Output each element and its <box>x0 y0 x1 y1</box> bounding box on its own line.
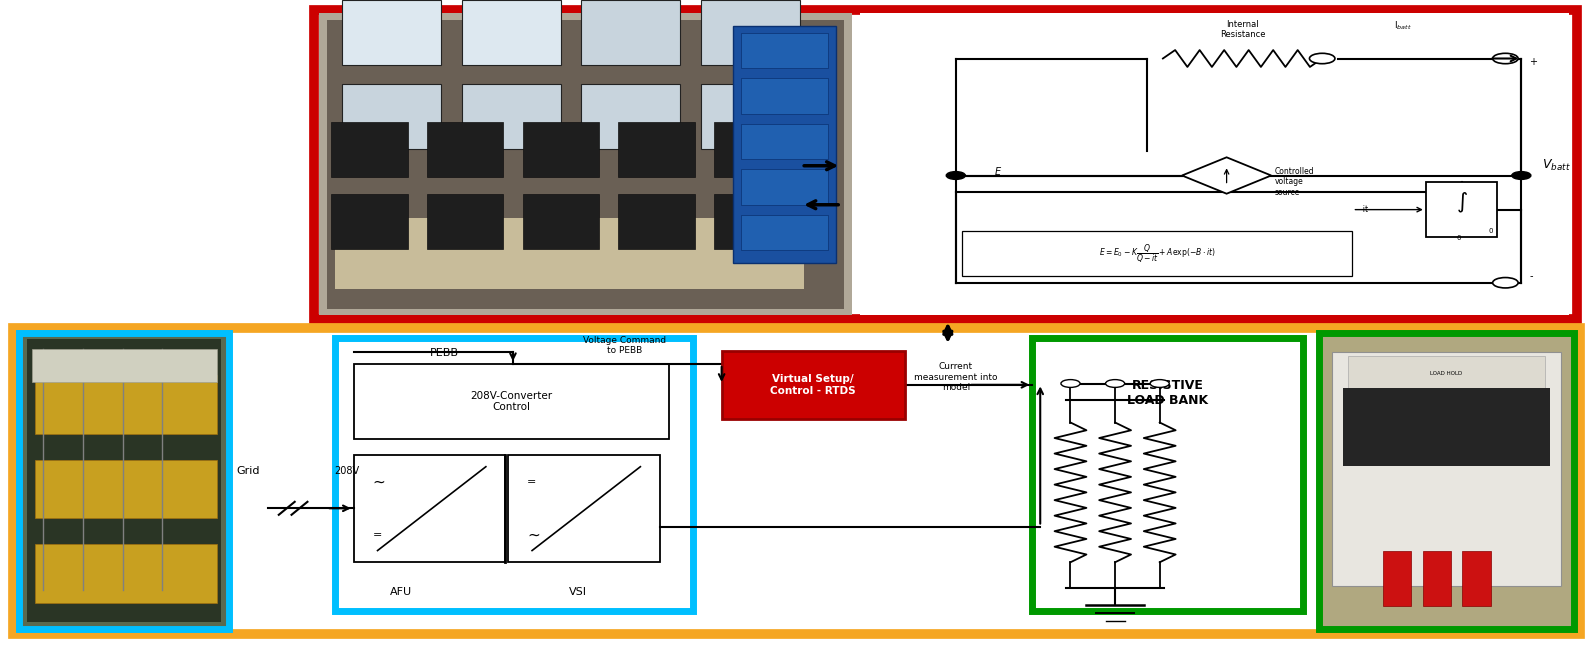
FancyBboxPatch shape <box>714 194 790 249</box>
FancyBboxPatch shape <box>741 124 828 159</box>
Text: $\int$: $\int$ <box>1456 191 1467 215</box>
FancyBboxPatch shape <box>462 84 561 149</box>
Text: 0: 0 <box>1488 228 1493 234</box>
Text: I$_{batt}$: I$_{batt}$ <box>1394 20 1411 32</box>
FancyBboxPatch shape <box>342 84 441 149</box>
Text: RESISTIVE
LOAD BANK: RESISTIVE LOAD BANK <box>1128 378 1207 407</box>
FancyBboxPatch shape <box>1343 388 1550 466</box>
Text: +: + <box>1529 57 1537 67</box>
FancyBboxPatch shape <box>618 122 695 177</box>
Polygon shape <box>1182 157 1271 194</box>
Text: Grid: Grid <box>236 466 260 476</box>
FancyBboxPatch shape <box>462 0 561 64</box>
FancyBboxPatch shape <box>1332 352 1561 586</box>
Text: ~: ~ <box>527 528 540 543</box>
FancyBboxPatch shape <box>741 78 828 114</box>
FancyBboxPatch shape <box>32 349 217 382</box>
FancyBboxPatch shape <box>714 122 790 177</box>
Text: Controlled
voltage
source: Controlled voltage source <box>1274 167 1314 197</box>
Text: PEBB: PEBB <box>430 348 459 358</box>
FancyBboxPatch shape <box>741 169 828 205</box>
FancyBboxPatch shape <box>1319 333 1574 629</box>
Text: ~: ~ <box>373 474 386 489</box>
Text: 208V-Converter
Control: 208V-Converter Control <box>470 391 553 412</box>
FancyBboxPatch shape <box>35 460 217 518</box>
Circle shape <box>1493 53 1518 64</box>
Text: Current
measurement into
model: Current measurement into model <box>914 362 997 392</box>
Text: Internal
Resistance: Internal Resistance <box>1220 20 1265 39</box>
FancyBboxPatch shape <box>314 10 1577 318</box>
Text: 208V: 208V <box>335 466 360 476</box>
FancyBboxPatch shape <box>741 214 828 250</box>
FancyBboxPatch shape <box>722 351 905 419</box>
Text: VSI: VSI <box>569 587 588 597</box>
FancyBboxPatch shape <box>1426 182 1497 237</box>
FancyBboxPatch shape <box>1032 338 1303 611</box>
Text: 0: 0 <box>1458 235 1461 241</box>
FancyBboxPatch shape <box>581 84 680 149</box>
FancyBboxPatch shape <box>354 364 669 439</box>
FancyBboxPatch shape <box>427 194 503 249</box>
FancyBboxPatch shape <box>1383 551 1411 606</box>
Circle shape <box>1150 380 1169 387</box>
Circle shape <box>1061 380 1080 387</box>
Text: AFU: AFU <box>390 587 413 597</box>
Text: V$_{batt}$: V$_{batt}$ <box>1542 158 1571 174</box>
FancyBboxPatch shape <box>860 13 1569 315</box>
Text: LOAD HOLD: LOAD HOLD <box>1431 370 1462 376</box>
FancyBboxPatch shape <box>331 122 408 177</box>
FancyBboxPatch shape <box>354 455 505 562</box>
FancyBboxPatch shape <box>1462 551 1491 606</box>
Text: E: E <box>994 167 1000 177</box>
FancyBboxPatch shape <box>335 338 693 611</box>
FancyBboxPatch shape <box>1423 551 1451 606</box>
FancyBboxPatch shape <box>327 20 844 309</box>
FancyBboxPatch shape <box>701 0 800 64</box>
FancyBboxPatch shape <box>508 455 660 562</box>
FancyBboxPatch shape <box>13 328 1580 634</box>
FancyBboxPatch shape <box>523 122 599 177</box>
Circle shape <box>1106 380 1125 387</box>
Circle shape <box>1512 172 1531 179</box>
FancyBboxPatch shape <box>331 194 408 249</box>
Text: Virtual Setup/
Control - RTDS: Virtual Setup/ Control - RTDS <box>771 374 855 396</box>
Text: -it: -it <box>1360 205 1368 214</box>
FancyBboxPatch shape <box>35 544 217 603</box>
FancyBboxPatch shape <box>733 26 836 263</box>
Text: Voltage Command
to PEBB: Voltage Command to PEBB <box>583 336 666 356</box>
Circle shape <box>1309 53 1335 64</box>
FancyBboxPatch shape <box>962 231 1352 276</box>
FancyBboxPatch shape <box>27 339 221 622</box>
Text: =: = <box>527 477 537 487</box>
Circle shape <box>946 172 965 179</box>
FancyBboxPatch shape <box>427 122 503 177</box>
FancyBboxPatch shape <box>618 194 695 249</box>
FancyBboxPatch shape <box>741 32 828 68</box>
Text: =: = <box>373 530 382 540</box>
Text: $E=E_0-K\dfrac{Q}{Q-it}+A\exp(-B\cdot it)$: $E=E_0-K\dfrac{Q}{Q-it}+A\exp(-B\cdot it… <box>1099 242 1215 265</box>
FancyBboxPatch shape <box>701 84 800 149</box>
FancyBboxPatch shape <box>319 13 852 315</box>
FancyBboxPatch shape <box>581 0 680 64</box>
Text: -: - <box>1529 271 1532 281</box>
FancyBboxPatch shape <box>1348 356 1545 391</box>
FancyBboxPatch shape <box>342 0 441 64</box>
FancyBboxPatch shape <box>335 218 804 289</box>
FancyBboxPatch shape <box>35 375 217 434</box>
FancyBboxPatch shape <box>19 333 229 629</box>
FancyBboxPatch shape <box>523 194 599 249</box>
Circle shape <box>1493 278 1518 288</box>
